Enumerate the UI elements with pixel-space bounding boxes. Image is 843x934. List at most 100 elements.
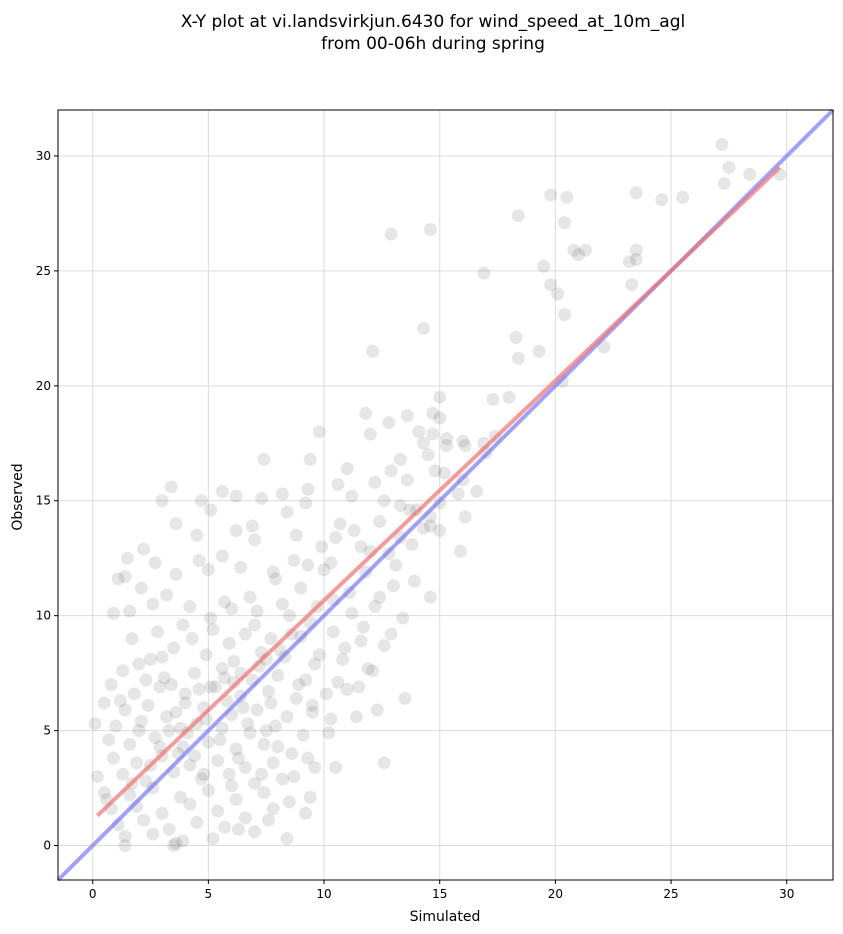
data-point [578, 243, 592, 257]
data-point [155, 494, 169, 508]
data-point [275, 772, 289, 786]
data-point [181, 726, 195, 740]
data-point [400, 473, 414, 487]
data-point [116, 767, 130, 781]
data-point [629, 186, 643, 200]
data-point [257, 786, 271, 800]
data-point [345, 489, 359, 503]
data-point [169, 567, 183, 581]
data-point [303, 790, 317, 804]
data-point [352, 680, 366, 694]
data-point [345, 606, 359, 620]
data-point [271, 668, 285, 682]
data-point [366, 664, 380, 678]
data-point [134, 581, 148, 595]
data-point [280, 832, 294, 846]
data-point [243, 726, 257, 740]
data-point [137, 813, 151, 827]
x-axis-ticks: 0 5 10 15 20 25 30 [89, 880, 794, 901]
data-point [225, 602, 239, 616]
data-point [218, 595, 232, 609]
data-point [107, 751, 121, 765]
data-point [423, 590, 437, 604]
data-point [160, 710, 174, 724]
data-point [282, 609, 296, 623]
data-point [338, 641, 352, 655]
data-point [183, 758, 197, 772]
data-point [361, 662, 375, 676]
data-point [280, 710, 294, 724]
data-point [333, 517, 347, 531]
data-point [204, 611, 218, 625]
data-point [187, 666, 201, 680]
x-tick-label: 15 [432, 887, 447, 901]
data-point [292, 678, 306, 692]
data-point [104, 678, 118, 692]
x-tick-label: 20 [548, 887, 563, 901]
data-point [407, 574, 421, 588]
data-point [178, 687, 192, 701]
data-point [308, 760, 322, 774]
data-point [417, 321, 431, 335]
data-point [201, 563, 215, 577]
data-point [123, 788, 137, 802]
data-point [264, 632, 278, 646]
data-point [167, 641, 181, 655]
data-point [268, 719, 282, 733]
data-point [560, 190, 574, 204]
data-point [194, 494, 208, 508]
data-point [257, 452, 271, 466]
data-point [192, 682, 206, 696]
data-point [377, 639, 391, 653]
y-tick-label: 10 [36, 609, 51, 623]
data-point [162, 822, 176, 836]
data-point [715, 137, 729, 151]
data-point [722, 160, 736, 174]
data-point [426, 427, 440, 441]
data-point [262, 813, 276, 827]
data-point [285, 747, 299, 761]
data-point [412, 425, 426, 439]
data-point [312, 648, 326, 662]
data-point [511, 209, 525, 223]
plot-frame [57, 109, 834, 881]
data-point [558, 308, 572, 322]
data-point [271, 740, 285, 754]
data-point [625, 278, 639, 292]
data-point [287, 770, 301, 784]
data-point [305, 698, 319, 712]
data-point [139, 673, 153, 687]
x-tick-label: 5 [205, 887, 213, 901]
data-point [234, 560, 248, 574]
data-point [88, 717, 102, 731]
data-point [257, 737, 271, 751]
data-point [190, 816, 204, 830]
data-point [537, 259, 551, 273]
data-point [266, 565, 280, 579]
data-point [329, 531, 343, 545]
x-axis-label: Simulated [410, 909, 481, 925]
data-point [206, 832, 220, 846]
data-point [264, 696, 278, 710]
data-point [148, 556, 162, 570]
data-point [118, 839, 132, 853]
data-point [486, 393, 500, 407]
data-point [386, 579, 400, 593]
data-point [389, 558, 403, 572]
data-point [384, 464, 398, 478]
data-point [229, 793, 243, 807]
data-point [340, 682, 354, 696]
data-point [373, 590, 387, 604]
data-point [322, 726, 336, 740]
data-point [118, 829, 132, 843]
data-point [423, 519, 437, 533]
grid-lines [58, 110, 833, 880]
data-point [717, 177, 731, 191]
data-point [132, 724, 146, 738]
data-point [329, 760, 343, 774]
data-point [268, 572, 282, 586]
data-point [301, 482, 315, 496]
data-point [255, 491, 269, 505]
data-point [248, 776, 262, 790]
data-point [433, 411, 447, 425]
